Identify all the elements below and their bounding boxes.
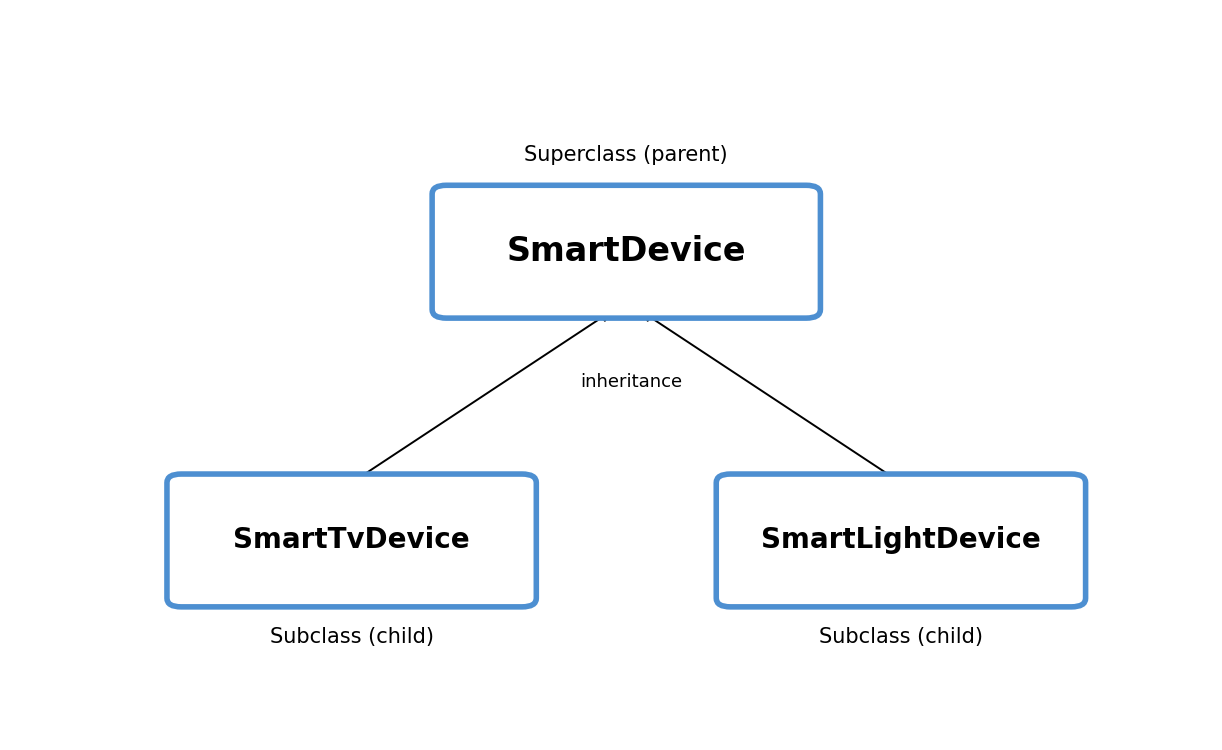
Text: Subclass (child): Subclass (child)	[819, 627, 982, 647]
Text: SmartLightDevice: SmartLightDevice	[761, 526, 1041, 554]
Text: SmartDevice: SmartDevice	[507, 236, 745, 268]
Text: SmartTvDevice: SmartTvDevice	[233, 526, 470, 554]
FancyBboxPatch shape	[433, 185, 820, 318]
FancyBboxPatch shape	[167, 474, 536, 607]
Text: inheritance: inheritance	[580, 373, 682, 391]
Text: Superclass (parent): Superclass (parent)	[524, 145, 728, 165]
Text: Subclass (child): Subclass (child)	[270, 627, 434, 647]
FancyBboxPatch shape	[716, 474, 1085, 607]
